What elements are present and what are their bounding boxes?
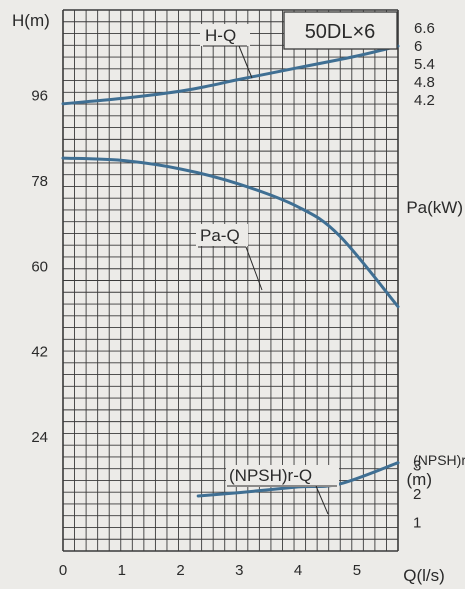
grid — [62, 9, 399, 552]
x-tick-label: 3 — [235, 562, 243, 579]
hq-label-bg — [200, 24, 250, 46]
paq-curve-label: Pa-Q — [200, 226, 240, 245]
head-tick-label: 24 — [31, 429, 48, 446]
power-tick-label: 6 — [414, 38, 422, 55]
head-tick-label: 96 — [31, 87, 48, 104]
head-axis-label: H(m) — [12, 11, 50, 30]
npsh-tick-label: 3 — [413, 458, 421, 475]
model-label: 50DL×6 — [305, 21, 376, 43]
x-axis-label: Q(l/s) — [403, 566, 445, 585]
npsh-label-leader — [315, 485, 329, 515]
npsh-axis-label: (NPSH)r — [413, 452, 465, 468]
head-tick-label: 78 — [31, 173, 48, 190]
paq-curve — [61, 44, 400, 106]
power-axis-label: Pa(kW) — [406, 198, 463, 217]
power-tick-label: 5.4 — [414, 56, 435, 73]
power-tick-label: 4.8 — [414, 74, 435, 91]
head-tick-label: 42 — [31, 344, 48, 361]
x-tick-label: 0 — [59, 562, 67, 579]
npsh-tick-label: 2 — [413, 486, 421, 503]
npsh-axis-unit: (m) — [407, 470, 432, 489]
hq-curve-label: H-Q — [205, 26, 236, 45]
x-tick-label: 2 — [176, 562, 184, 579]
head-tick-label: 60 — [31, 258, 48, 275]
x-tick-label: 4 — [294, 562, 302, 579]
npsh-tick-label: 1 — [413, 515, 421, 532]
hq-label-leader — [238, 45, 253, 79]
x-tick-label: 1 — [118, 562, 126, 579]
tick-labels: 0 1 2 3 4 5 96 78 60 42 24 6.665.44.84.2 3 2 1 — [31, 20, 435, 579]
paq-label-bg — [196, 224, 248, 246]
npsh-curve-label: (NPSH)r-Q — [229, 466, 312, 485]
x-tick-label: 5 — [353, 562, 361, 579]
power-tick-label: 4.2 — [414, 92, 435, 109]
hq-curve — [61, 156, 400, 309]
paq-label-leader — [245, 246, 263, 291]
model-label-box — [283, 11, 398, 50]
power-tick-label: 6.6 — [414, 20, 435, 37]
npsh-label-bg — [226, 465, 339, 487]
